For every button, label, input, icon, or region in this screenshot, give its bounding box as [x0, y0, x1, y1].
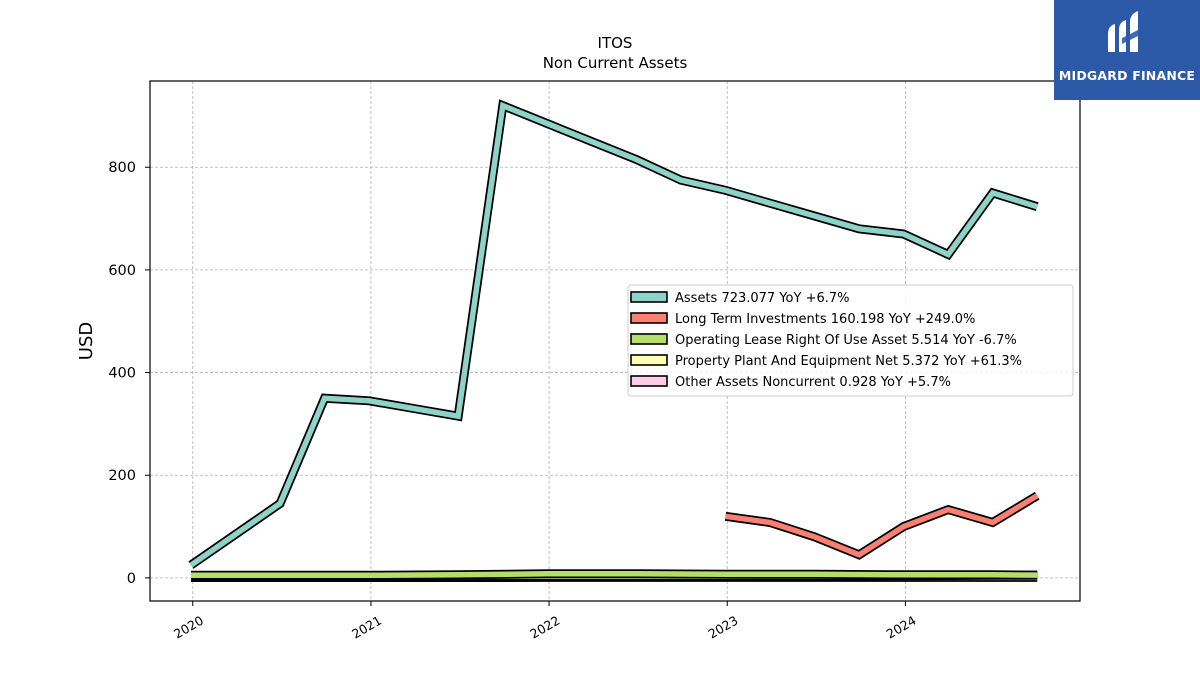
x-tick-label: 2024 — [884, 613, 919, 642]
legend-swatch — [630, 354, 668, 366]
brand-logo: MIDGARD FINANCE — [1054, 0, 1200, 100]
series-line — [191, 571, 1038, 579]
legend-item: Other Assets Noncurrent 0.928 YoY +5.7% — [630, 375, 951, 390]
brand-name: MIDGARD FINANCE — [1058, 68, 1196, 83]
brand-mark-icon — [1108, 11, 1142, 52]
x-tick-label: 2023 — [705, 613, 740, 642]
legend-label: Assets 723.077 YoY +6.7% — [675, 291, 850, 306]
legend-label: Property Plant And Equipment Net 5.372 Y… — [675, 354, 1022, 369]
legend: Assets 723.077 YoY +6.7% Long Term Invest… — [627, 284, 1074, 397]
legend-swatch — [630, 291, 668, 303]
y-tick-label: 0 — [127, 571, 136, 587]
legend-item: Operating Lease Right Of Use Asset 5.514… — [630, 333, 1017, 348]
x-tick-label: 2022 — [527, 613, 562, 642]
y-tick-label: 600 — [108, 263, 136, 279]
y-tick-label: 800 — [108, 160, 136, 176]
legend-item: Property Plant And Equipment Net 5.372 Y… — [630, 354, 1022, 369]
axis-ticks: 2020 2021 2022 2023 2024 0 200 400 600 800 — [108, 160, 918, 641]
legend-label: Long Term Investments 160.198 YoY +249.0… — [675, 312, 975, 327]
legend-box — [627, 284, 1074, 397]
series-long-term-investments — [724, 491, 1040, 560]
series-line — [189, 101, 1039, 568]
legend-label: Other Assets Noncurrent 0.928 YoY +5.7% — [675, 375, 951, 390]
y-axis-label: USD — [76, 322, 97, 360]
chart-subtitle: Non Current Assets — [543, 54, 688, 72]
legend-swatch — [630, 312, 668, 324]
series-line — [725, 493, 1039, 558]
legend-label: Operating Lease Right Of Use Asset 5.514… — [675, 333, 1017, 348]
legend-swatch — [630, 333, 668, 345]
legend-item: Assets 723.077 YoY +6.7% — [630, 291, 850, 306]
y-tick-label: 400 — [108, 366, 136, 382]
series-operating-lease-right-of-use-asset — [191, 569, 1038, 580]
series-assets — [188, 99, 1039, 569]
series-lines — [188, 99, 1040, 582]
chart-title: ITOS — [598, 34, 633, 52]
legend-swatch — [630, 375, 668, 387]
y-tick-label: 200 — [108, 468, 136, 484]
x-tick-label: 2020 — [171, 613, 206, 642]
plot-frame — [149, 80, 1081, 602]
legend-item: Long Term Investments 160.198 YoY +249.0… — [630, 312, 975, 327]
x-tick-label: 2021 — [349, 613, 384, 642]
